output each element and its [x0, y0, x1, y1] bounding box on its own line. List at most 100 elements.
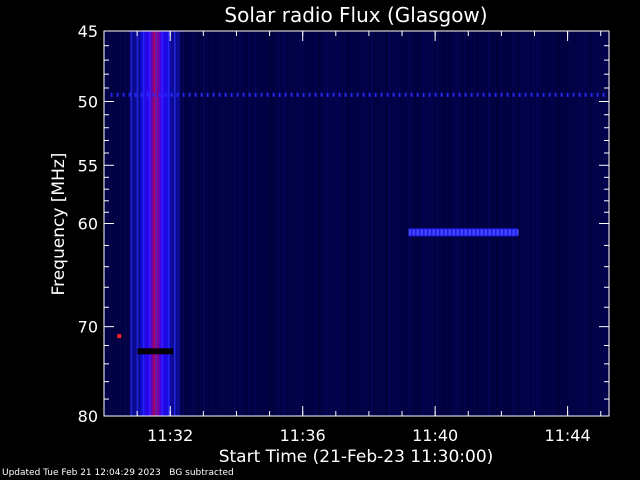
spectro-column [239, 31, 241, 416]
spectro-column [206, 31, 208, 416]
interference-dash [572, 92, 575, 97]
spectro-column [452, 31, 454, 416]
spectro-column [431, 31, 433, 416]
interference-dash [260, 92, 263, 97]
spectro-column [545, 31, 547, 416]
interference-dash [128, 92, 131, 97]
spectro-column [116, 31, 118, 416]
interference-dash [164, 92, 167, 97]
interference-dash [584, 92, 587, 97]
burst-streak [155, 31, 157, 416]
emission-speckle [512, 229, 515, 236]
emission-speckle [444, 229, 447, 236]
y-tick-label: 50 [78, 93, 98, 112]
emission-speckle [424, 229, 427, 236]
spectro-column [521, 31, 523, 416]
spectro-column [401, 31, 403, 416]
interference-dash [146, 92, 149, 97]
interference-dash [398, 92, 401, 97]
interference-dash [482, 92, 485, 97]
spectro-column [182, 31, 184, 416]
interference-dash [446, 92, 449, 97]
spectro-column [560, 31, 562, 416]
spectro-column [509, 31, 511, 416]
burst-streak [136, 31, 139, 416]
interference-dash [356, 92, 359, 97]
interference-dash [140, 92, 143, 97]
spectro-column [128, 31, 130, 416]
chart-title: Solar radio Flux (Glasgow) [224, 3, 487, 27]
spectro-column [209, 31, 211, 416]
footer-note: BG subtracted [169, 468, 234, 478]
interference-dash [560, 92, 563, 97]
spectro-column [587, 31, 589, 416]
interference-dash [170, 92, 173, 97]
spectro-column [194, 31, 196, 416]
burst-gap [137, 348, 174, 355]
interference-dash [314, 92, 317, 97]
spectro-column [119, 31, 121, 416]
spectro-column [590, 31, 592, 416]
y-axis: 45 50 55 60 70 80 [78, 22, 609, 426]
emission-speckle [484, 229, 487, 236]
spectro-column [563, 31, 565, 416]
interference-dash [536, 92, 539, 97]
spectro-column [203, 31, 205, 416]
emission-speckle [516, 229, 519, 236]
interference-dash [116, 92, 119, 97]
y-tick-label: 45 [78, 22, 98, 41]
spectro-column [320, 31, 322, 416]
spectro-column [293, 31, 295, 416]
interference-dash [230, 92, 233, 97]
spectro-column [263, 31, 265, 416]
spectro-column [215, 31, 217, 416]
spectro-column [422, 31, 424, 416]
spectro-column [191, 31, 193, 416]
interference-dash [344, 92, 347, 97]
burst-streak [149, 31, 151, 416]
burst-streak [161, 31, 164, 416]
interference-dash [374, 92, 377, 97]
interference-dash [350, 92, 353, 97]
interference-dash [518, 92, 521, 97]
spectro-column [488, 31, 490, 416]
interference-dash [506, 92, 509, 97]
spectro-column [224, 31, 226, 416]
spectro-column [221, 31, 223, 416]
spectro-column [476, 31, 478, 416]
interference-dash [512, 92, 515, 97]
x-axis: 11:32 11:36 11:40 11:44 [136, 31, 602, 445]
emission-speckle [408, 229, 411, 236]
spectro-column [374, 31, 376, 416]
emission-speckle [492, 229, 495, 236]
spectro-column [380, 31, 382, 416]
interference-dash [392, 92, 395, 97]
spectro-column [218, 31, 220, 416]
spectro-column [434, 31, 436, 416]
footer-updated: Updated Tue Feb 21 12:04:29 2023 [2, 468, 161, 478]
emission-speckle [452, 229, 455, 236]
spectro-column [410, 31, 412, 416]
interference-dash [218, 92, 221, 97]
spectro-column [437, 31, 439, 416]
emission-spot [117, 334, 122, 339]
interference-dash [578, 92, 581, 97]
spectro-column [266, 31, 268, 416]
spectro-column [371, 31, 373, 416]
spectro-column [551, 31, 553, 416]
spectrogram-features [110, 31, 605, 416]
spectro-column [332, 31, 334, 416]
y-axis-label: Frequency [MHz] [49, 153, 69, 296]
interference-dash [272, 92, 275, 97]
emission-speckle [508, 229, 511, 236]
spectro-column [530, 31, 532, 416]
spectro-column [440, 31, 442, 416]
interference-dash [602, 92, 605, 97]
spectro-column [581, 31, 583, 416]
spectro-column [260, 31, 262, 416]
spectro-column [269, 31, 271, 416]
spectro-column [212, 31, 214, 416]
spectro-column [566, 31, 568, 416]
spectro-column [311, 31, 313, 416]
spectro-column [443, 31, 445, 416]
